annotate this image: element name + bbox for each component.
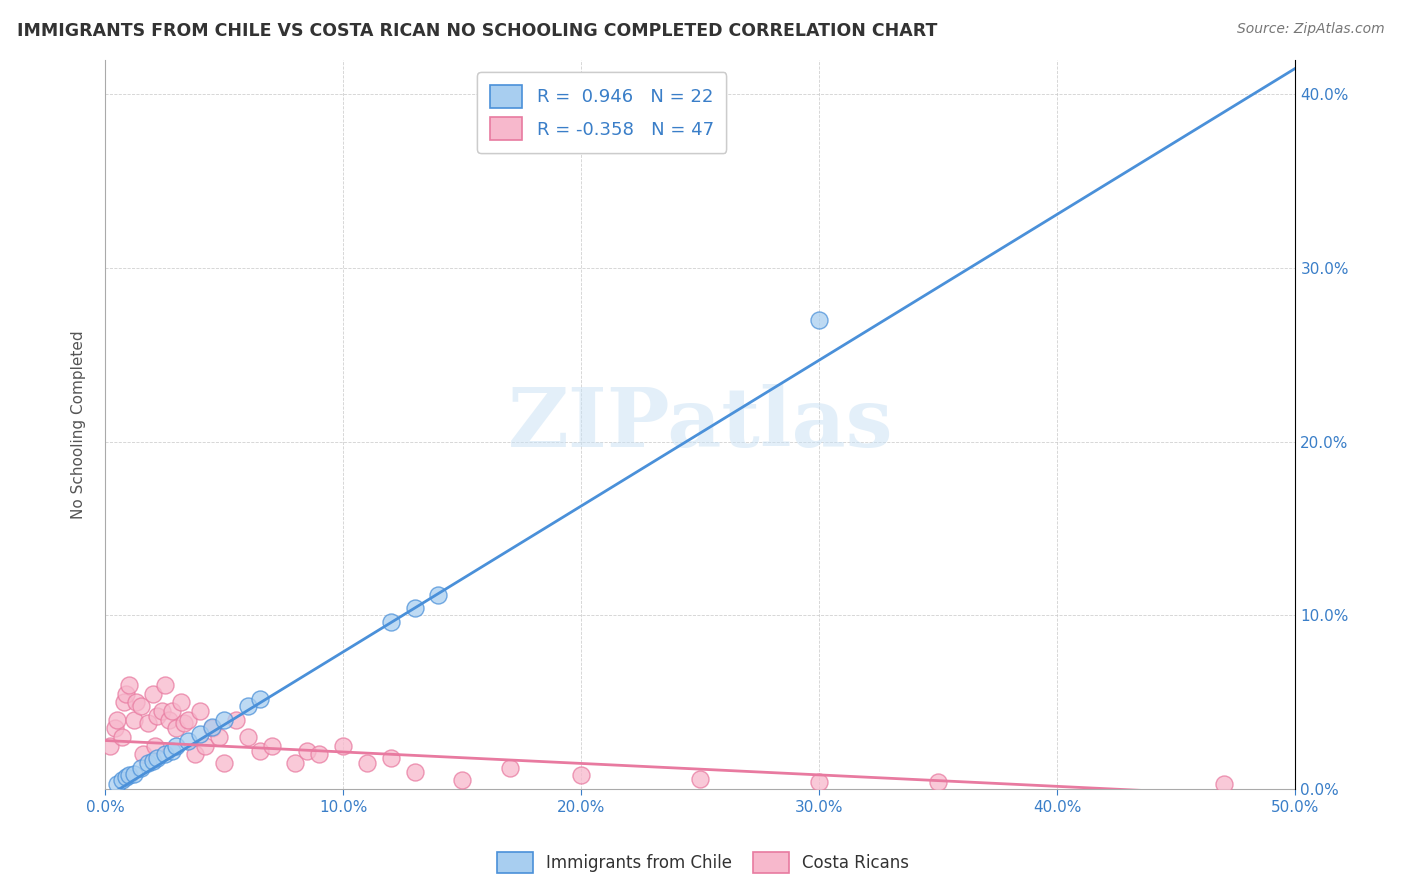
Point [122, 766, 145, 780]
Point [451, 773, 474, 788]
Point [404, 601, 426, 615]
Point [332, 739, 354, 753]
Point [165, 722, 187, 736]
Point [105, 713, 128, 727]
Point [249, 691, 271, 706]
Point [808, 313, 831, 327]
Point [188, 726, 211, 740]
Point [103, 722, 125, 736]
Point [111, 773, 134, 788]
Point [142, 687, 165, 701]
Point [129, 761, 152, 775]
Point [132, 747, 155, 762]
Point [260, 739, 283, 753]
Text: Source: ZipAtlas.com: Source: ZipAtlas.com [1237, 22, 1385, 37]
Point [150, 704, 173, 718]
Point [173, 716, 195, 731]
Point [177, 733, 200, 747]
Text: ZIPatlas: ZIPatlas [508, 384, 893, 465]
Point [236, 730, 259, 744]
Point [153, 678, 176, 692]
Point [427, 588, 450, 602]
Point [146, 751, 169, 765]
Point [118, 768, 141, 782]
Point [380, 751, 402, 765]
Legend: R =  0.946   N = 22, R = -0.358   N = 47: R = 0.946 N = 22, R = -0.358 N = 47 [477, 72, 727, 153]
Point [808, 775, 831, 789]
Point [105, 777, 128, 791]
Point [112, 695, 135, 709]
Point [115, 687, 138, 701]
Point [125, 695, 148, 709]
Point [249, 744, 271, 758]
Point [98, 739, 121, 753]
Point [927, 775, 949, 789]
Point [689, 772, 711, 786]
Point [404, 764, 426, 779]
Point [569, 768, 592, 782]
Point [129, 698, 152, 713]
Point [177, 713, 200, 727]
Point [184, 747, 207, 762]
Point [225, 713, 247, 727]
Text: IMMIGRANTS FROM CHILE VS COSTA RICAN NO SCHOOLING COMPLETED CORRELATION CHART: IMMIGRANTS FROM CHILE VS COSTA RICAN NO … [17, 22, 938, 40]
Point [194, 739, 217, 753]
Point [118, 678, 141, 692]
Point [236, 698, 259, 713]
Point [284, 756, 307, 770]
Point [1213, 777, 1236, 791]
Point [142, 755, 165, 769]
Point [297, 744, 319, 758]
Point [208, 730, 231, 744]
Point [153, 747, 176, 762]
Y-axis label: No Schooling Completed: No Schooling Completed [72, 330, 86, 518]
Point [115, 770, 138, 784]
Point [380, 615, 402, 630]
Point [499, 761, 522, 775]
Point [160, 704, 183, 718]
Point [143, 739, 166, 753]
Point [356, 756, 378, 770]
Legend: Immigrants from Chile, Costa Ricans: Immigrants from Chile, Costa Ricans [489, 846, 917, 880]
Point [122, 713, 145, 727]
Point [146, 709, 169, 723]
Point [157, 713, 180, 727]
Point [170, 695, 193, 709]
Point [136, 716, 159, 731]
Point [188, 704, 211, 718]
Point [308, 747, 330, 762]
Point [165, 739, 187, 753]
Point [201, 722, 224, 736]
Point [111, 730, 134, 744]
Point [136, 756, 159, 770]
Point [212, 756, 235, 770]
Point [212, 713, 235, 727]
Point [201, 720, 224, 734]
Point [160, 744, 183, 758]
